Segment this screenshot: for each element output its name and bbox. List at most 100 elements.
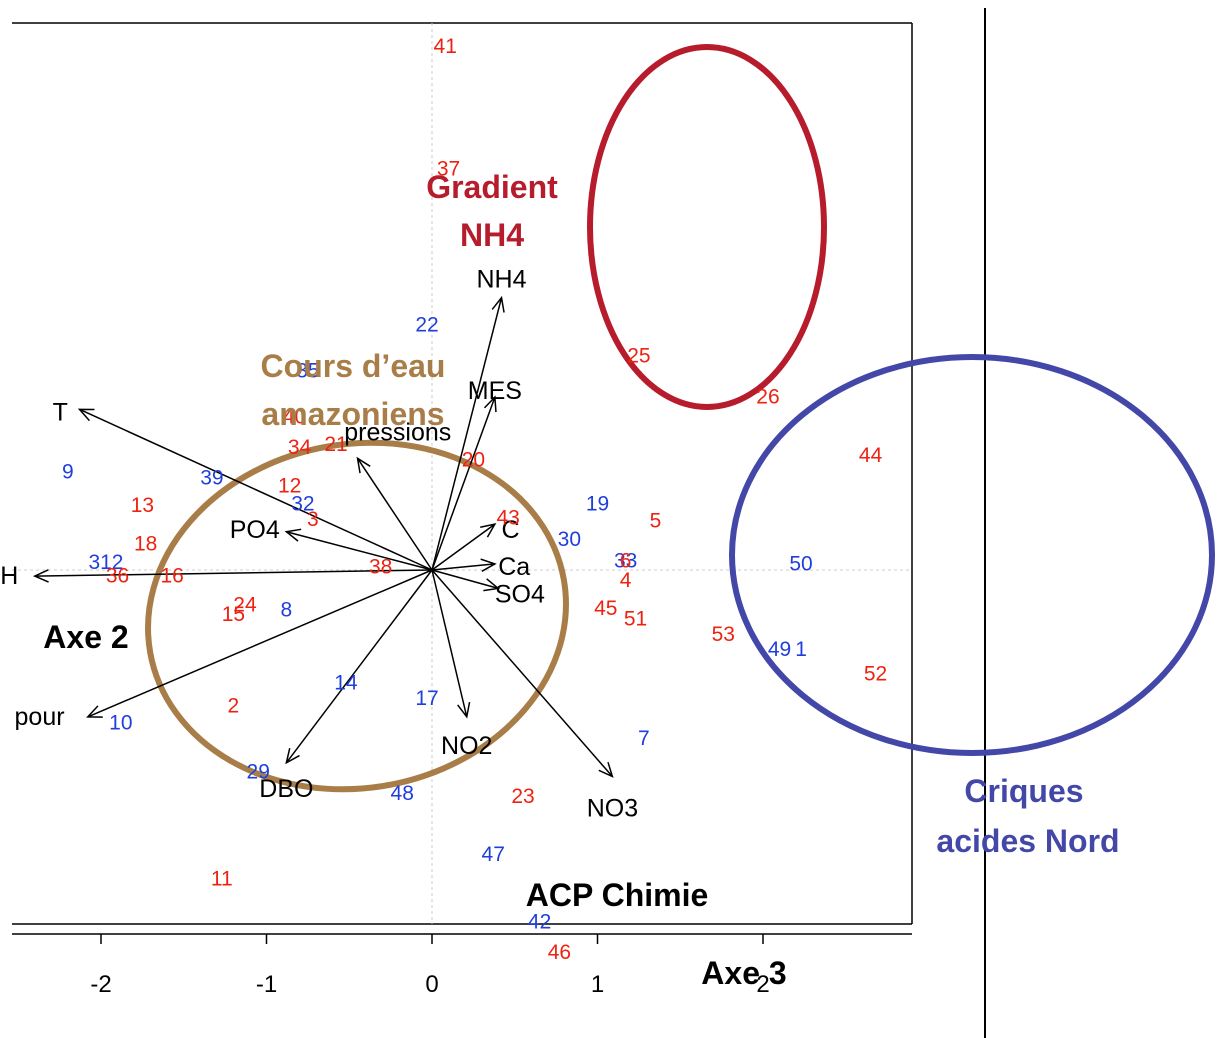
arrow-shaft — [34, 569, 433, 577]
site-label: 32 — [291, 493, 314, 516]
site-label: 24 — [233, 594, 257, 617]
variable-label: T — [53, 398, 68, 426]
variable-arrow-pour: pour — [15, 569, 433, 731]
x-axis-label: Axe 3 — [701, 955, 786, 991]
plot-frame — [12, 22, 913, 925]
x-tick-label: 2 — [756, 971, 769, 998]
variable-label: Ca — [498, 553, 530, 581]
x-tick-label: -2 — [90, 971, 111, 998]
variable-arrow-pressions: pressions — [344, 418, 451, 571]
arrow-head — [483, 578, 500, 592]
arrow-shaft — [431, 569, 613, 778]
x-tick-label: 1 — [591, 971, 604, 998]
site-label: 11 — [211, 868, 233, 891]
site-label: 45 — [594, 597, 617, 620]
site-label: 40 — [283, 406, 306, 429]
site-label: 22 — [415, 314, 438, 337]
arrow-head — [285, 747, 300, 765]
annotation-cours-eau-line2: amazoniens — [261, 396, 444, 432]
site-label: 53 — [712, 623, 735, 646]
site-label: 5 — [650, 510, 662, 533]
arrow-shaft — [431, 569, 468, 718]
site-label: 42 — [528, 910, 551, 933]
arrow-head — [598, 761, 614, 778]
x-axis: -2 -1 0 1 2 — [12, 933, 912, 998]
site-label: 38 — [369, 555, 392, 578]
variable-label: NO3 — [587, 795, 638, 823]
site-label: 48 — [391, 782, 414, 805]
site-label: 2 — [228, 695, 240, 718]
arrow-shaft — [431, 297, 503, 571]
y-axis-label: Axe 2 — [43, 619, 128, 655]
site-label: 1 — [795, 638, 807, 661]
variable-label: C — [502, 516, 520, 544]
variable-arrow-c: C — [431, 516, 520, 571]
arrow-shaft — [356, 457, 433, 571]
site-label: 17 — [415, 687, 438, 710]
variable-arrow-mes: MES — [431, 377, 522, 571]
variable-label: pour — [15, 703, 65, 731]
arrow-head — [491, 295, 505, 313]
site-label: 29 — [247, 760, 270, 783]
variable-arrow-h: H — [0, 562, 433, 590]
arrow-head — [77, 408, 95, 422]
arrow-head — [457, 702, 471, 719]
site-label: 33 — [614, 549, 637, 572]
site-label: 25 — [627, 344, 650, 367]
site-label: 15 — [222, 603, 245, 626]
site-label: 12 — [278, 474, 301, 497]
site-label: 34 — [288, 436, 312, 459]
annotation-criques-line1: Criques — [964, 773, 1083, 809]
site-label: 6 — [620, 549, 632, 572]
variable-arrow-no3: NO3 — [431, 569, 638, 823]
site-label: 36 — [106, 565, 129, 588]
variable-label: pressions — [344, 418, 451, 446]
site-label: 18 — [134, 532, 157, 555]
arrow-head — [480, 558, 497, 572]
x-tick-label: 0 — [425, 971, 438, 998]
arrow-shaft — [79, 408, 433, 571]
variable-arrow-so4: SO4 — [431, 569, 545, 608]
site-label: 3 — [307, 508, 319, 531]
site-label: 46 — [548, 941, 571, 964]
variable-label: SO4 — [495, 580, 545, 608]
site-label: 26 — [756, 386, 779, 409]
ellipse-criques-acides-nord — [729, 354, 1215, 756]
arrow-shaft — [87, 569, 433, 718]
arrow-shaft — [431, 563, 495, 571]
arrow-head — [284, 528, 302, 542]
variable-label: H — [0, 562, 18, 590]
site-label: 30 — [558, 528, 581, 551]
site-label: 49 — [768, 638, 791, 661]
arrow-shaft — [286, 531, 433, 571]
site-label: 37 — [437, 158, 460, 181]
site-label: 35 — [296, 360, 319, 383]
site-label: 8 — [281, 598, 293, 621]
site-label: 312 — [88, 551, 123, 574]
site-label: 23 — [511, 785, 534, 808]
x-tick-label: -1 — [256, 971, 277, 998]
variable-arrow-no2: NO2 — [431, 569, 492, 760]
variable-arrow-ca: Ca — [431, 553, 530, 581]
variable-arrow-nh4: NH4 — [431, 265, 527, 571]
variable-label: NH4 — [477, 265, 527, 293]
site-label: 47 — [482, 843, 505, 866]
variable-label: DBO — [259, 775, 313, 803]
site-label: 44 — [859, 444, 883, 467]
site-label: 9 — [62, 461, 74, 484]
annotation-cours-eau-line1: Cours d’eau — [261, 348, 446, 384]
variable-arrow-dbo: DBO — [259, 569, 433, 803]
arrow-shaft — [431, 396, 496, 571]
arrow-shaft — [285, 569, 433, 764]
group-ellipses — [145, 44, 1215, 793]
site-label: 13 — [131, 494, 154, 517]
site-label: 50 — [789, 552, 812, 575]
arrow-shaft — [431, 523, 496, 571]
annotation-criques-line2: acides Nord — [936, 823, 1119, 859]
arrow-head — [356, 456, 371, 474]
variable-arrow-t: T — [53, 398, 433, 571]
site-label: 7 — [638, 727, 650, 750]
ellipse-cours-eau-amazoniens — [145, 439, 569, 793]
